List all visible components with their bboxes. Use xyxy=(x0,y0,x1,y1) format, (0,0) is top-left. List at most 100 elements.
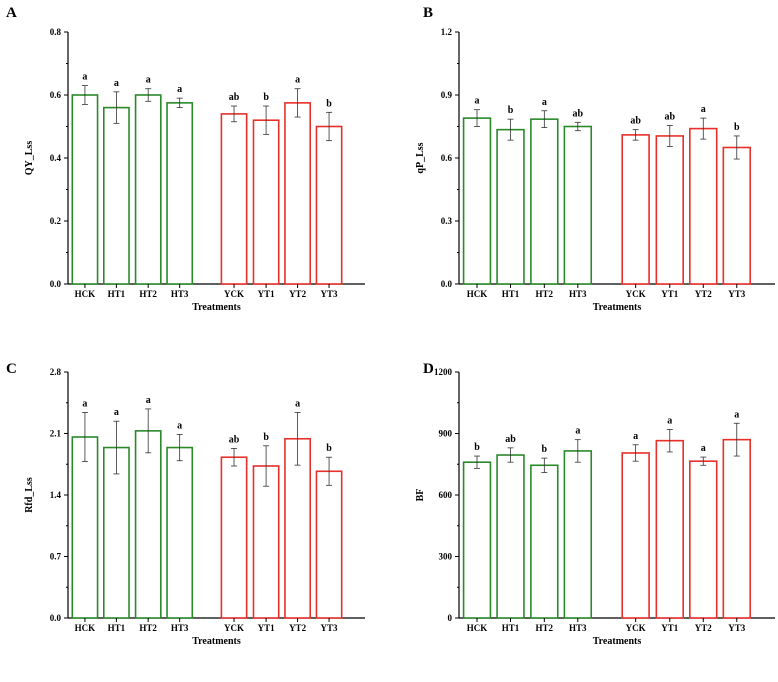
significance-letter: a xyxy=(114,407,119,418)
bar-yt3 xyxy=(722,438,751,619)
x-tick-label: YT1 xyxy=(258,623,276,633)
y-tick-label: 300 xyxy=(439,552,453,562)
x-tick-label: HT3 xyxy=(569,623,587,633)
significance-letter: a xyxy=(542,97,547,108)
significance-letter: b xyxy=(734,122,740,133)
bar-ht1 xyxy=(496,128,525,285)
x-axis-title: Treatments xyxy=(192,636,241,647)
x-tick-label: YT3 xyxy=(321,623,339,633)
y-tick-label: 0.0 xyxy=(50,279,62,289)
significance-letter: a xyxy=(734,409,739,420)
x-axis-title: Treatments xyxy=(593,636,642,647)
x-tick-label: YCK xyxy=(224,289,244,299)
bar-hck xyxy=(462,117,492,285)
bar-ht1 xyxy=(102,446,130,619)
panel-label: A xyxy=(6,5,17,21)
bar-ht2 xyxy=(530,464,559,619)
significance-letter: a xyxy=(295,75,300,86)
y-tick-label: 0.8 xyxy=(50,27,62,37)
significance-letter: b xyxy=(542,444,548,455)
bar-hck xyxy=(71,94,99,285)
x-tick-label: YCK xyxy=(626,623,646,633)
y-tick-label: 900 xyxy=(439,429,453,439)
significance-letter: ab xyxy=(664,111,675,122)
x-tick-label: HT2 xyxy=(536,623,554,633)
x-axis-title: Treatments xyxy=(192,302,241,313)
bar-ht2 xyxy=(134,430,162,619)
significance-letter: a xyxy=(667,415,672,426)
x-tick-label: HCK xyxy=(467,623,488,633)
significance-letter: ab xyxy=(229,434,240,445)
x-tick-label: YCK xyxy=(224,623,244,633)
x-tick-label: HCK xyxy=(467,289,488,299)
bar-ht1 xyxy=(496,454,525,619)
significance-letter: a xyxy=(177,420,182,431)
bar-ht2 xyxy=(134,94,162,285)
x-tick-label: HT2 xyxy=(139,289,157,299)
significance-letter: b xyxy=(508,105,514,116)
panel-label: C xyxy=(6,361,17,377)
chart-panel-c: C 0.0 0.7 1.4 2.1 2.8 Rfd_Lss Treatments a HCK a HT… xyxy=(6,361,365,647)
significance-letter: b xyxy=(474,442,480,453)
bar-yt1 xyxy=(252,119,280,285)
y-tick-label: 0 xyxy=(448,613,453,623)
bar-yck xyxy=(621,452,650,619)
significance-letter: ab xyxy=(229,92,240,103)
panel-label: D xyxy=(423,361,434,377)
x-tick-label: YT1 xyxy=(661,289,679,299)
y-tick-label: 0.0 xyxy=(441,279,453,289)
x-tick-label: YT1 xyxy=(661,623,679,633)
bar-yck xyxy=(621,134,650,285)
x-tick-label: YT2 xyxy=(289,623,307,633)
significance-letter: b xyxy=(263,432,269,443)
significance-letter: b xyxy=(326,98,332,109)
y-tick-label: 0.7 xyxy=(50,552,62,562)
x-tick-label: HT2 xyxy=(536,289,554,299)
x-tick-label: HT3 xyxy=(171,289,189,299)
y-tick-label: 0.0 xyxy=(50,613,62,623)
bar-ht1 xyxy=(102,106,130,285)
panel-label: B xyxy=(423,5,433,21)
bar-yt1 xyxy=(655,439,685,619)
y-tick-label: 1.2 xyxy=(441,27,453,37)
x-tick-label: HT1 xyxy=(108,623,126,633)
significance-letter: a xyxy=(177,84,182,95)
x-tick-label: YT3 xyxy=(321,289,339,299)
significance-letter: ab xyxy=(630,116,641,127)
x-tick-label: HCK xyxy=(75,289,96,299)
x-tick-label: HT1 xyxy=(502,289,520,299)
significance-letter: ab xyxy=(573,108,584,119)
bar-yt2 xyxy=(284,437,312,619)
bar-yt2 xyxy=(689,127,718,285)
y-tick-label: 0.9 xyxy=(441,90,453,100)
significance-letter: a xyxy=(146,395,151,406)
significance-letter: a xyxy=(114,78,119,89)
y-axis-title: qP_Lss xyxy=(415,142,426,173)
x-axis-title: Treatments xyxy=(593,302,642,313)
bar-yt2 xyxy=(689,460,718,619)
bar-yck xyxy=(220,456,248,619)
significance-letter: a xyxy=(701,104,706,115)
x-tick-label: YT1 xyxy=(258,289,276,299)
y-axis-title: Rfd_Lss xyxy=(24,477,35,513)
bar-ht3 xyxy=(563,450,593,619)
x-tick-label: YT2 xyxy=(289,289,307,299)
chart-panel-d: D 0 300 600 900 1200 BF Treatments b HCK ab HT1 b HT2… xyxy=(415,361,775,647)
bar-yt3 xyxy=(722,146,751,285)
x-tick-label: HT3 xyxy=(171,623,189,633)
y-tick-label: 0.6 xyxy=(50,90,62,100)
x-tick-label: YT3 xyxy=(728,623,746,633)
x-tick-label: YT2 xyxy=(695,289,713,299)
bar-ht3 xyxy=(166,102,194,285)
significance-letter: b xyxy=(263,92,269,103)
significance-letter: a xyxy=(475,96,480,107)
bar-hck xyxy=(71,436,99,619)
bar-ht3 xyxy=(563,125,593,285)
x-tick-label: HCK xyxy=(75,623,96,633)
x-tick-label: YT3 xyxy=(728,289,746,299)
x-tick-label: HT1 xyxy=(502,623,520,633)
y-tick-label: 0.2 xyxy=(50,216,62,226)
bar-ht2 xyxy=(530,118,559,285)
significance-letter: b xyxy=(326,443,332,454)
